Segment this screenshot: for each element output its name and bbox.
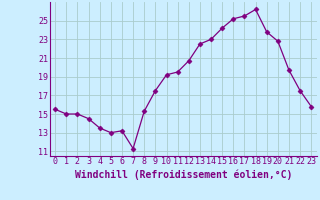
X-axis label: Windchill (Refroidissement éolien,°C): Windchill (Refroidissement éolien,°C)	[75, 169, 292, 180]
